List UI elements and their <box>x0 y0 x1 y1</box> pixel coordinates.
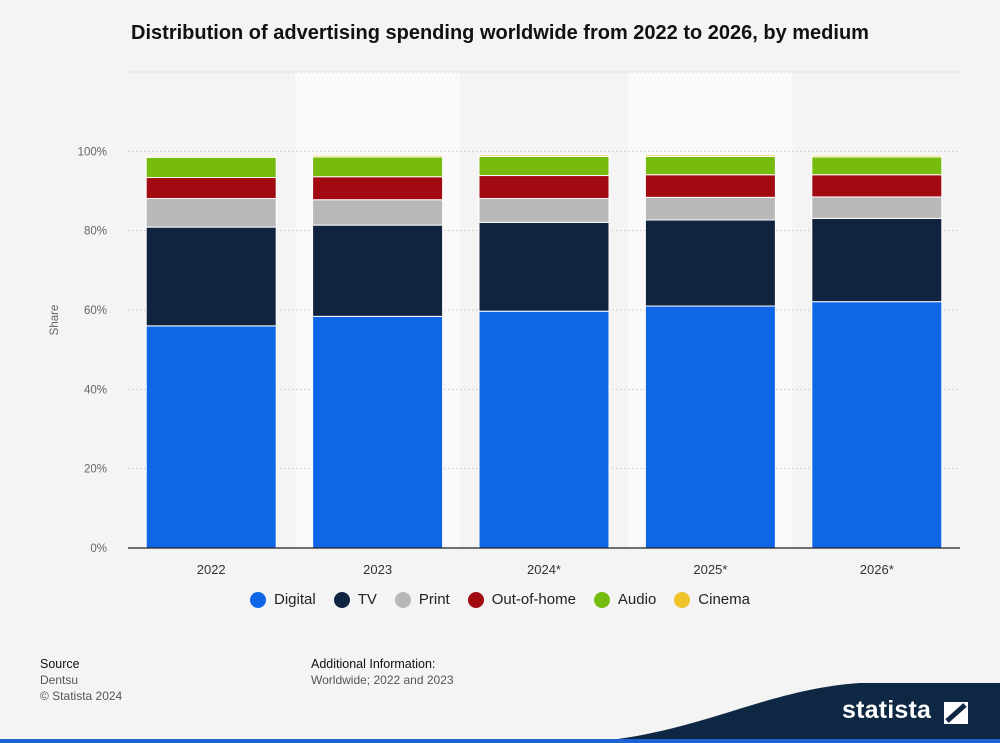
bar-segment-tv[interactable] <box>478 221 610 312</box>
bar-segment-cinema[interactable] <box>145 155 277 158</box>
bar-segment-digital[interactable] <box>644 305 776 549</box>
info-text: Worldwide; 2022 and 2023 <box>311 673 454 687</box>
info-heading: Additional Information: <box>311 657 436 671</box>
bar-segment-digital[interactable] <box>145 325 277 549</box>
legend-item-print[interactable]: Print <box>394 591 450 608</box>
copyright: © Statista 2024 <box>40 689 123 703</box>
bar-segment-cinema[interactable] <box>811 154 943 158</box>
legend-label: Print <box>418 591 450 608</box>
chart-title: Distribution of advertising spending wor… <box>131 22 869 44</box>
stacked-bar-chart: 0% 20% 40% 60% 80% 100% Share 2022 2023 2024* 2025… <box>49 71 960 577</box>
legend-swatch <box>467 591 484 608</box>
legend-label: Audio <box>617 591 657 608</box>
bar-segment-digital[interactable] <box>312 315 444 549</box>
y-tick-label: 20% <box>84 464 107 476</box>
y-tick-label: 80% <box>84 226 107 238</box>
x-tick-label: 2022 <box>197 562 226 577</box>
bar-segment-cinema[interactable] <box>312 154 444 158</box>
legend-swatch <box>250 591 267 608</box>
legend-item-tv[interactable]: TV <box>333 591 377 608</box>
x-tick-label: 2026* <box>860 562 894 577</box>
legend-swatch <box>333 591 350 608</box>
bar-segment-tv[interactable] <box>644 219 776 307</box>
legend-item-audio[interactable]: Audio <box>593 591 657 608</box>
bar-segment-print[interactable] <box>145 198 277 228</box>
legend-label: Cinema <box>698 591 750 608</box>
y-tick-label: 60% <box>84 305 107 317</box>
legend-label: Out-of-home <box>491 591 576 608</box>
statista-logo[interactable]: statista <box>842 696 932 724</box>
additional-info-block: Additional Information: Worldwide; 2022 … <box>311 656 454 688</box>
legend-label: TV <box>357 591 377 608</box>
chart-legend: Digital TV Print Out-of-home Audio Cinema <box>0 591 1000 608</box>
x-tick-label: 2024* <box>527 562 561 577</box>
bar-segment-tv[interactable] <box>145 226 277 327</box>
legend-item-cinema[interactable]: Cinema <box>674 591 750 608</box>
y-tick-label: 0% <box>90 543 107 555</box>
x-tick-label: 2025* <box>693 562 727 577</box>
bar-segment-cinema[interactable] <box>478 154 610 157</box>
y-tick-label: 100% <box>78 146 107 158</box>
source-block: Source Dentsu © Statista 2024 <box>40 656 122 704</box>
y-tick-label: 40% <box>84 384 107 396</box>
legend-item-out-of-home[interactable]: Out-of-home <box>467 591 576 608</box>
source-name[interactable]: Dentsu <box>40 673 79 687</box>
y-axis-label: Share <box>49 305 61 336</box>
bar-segment-cinema[interactable] <box>644 154 776 157</box>
statista-logo-icon <box>944 702 968 724</box>
x-tick-label: 2023 <box>363 562 392 577</box>
source-heading: Source <box>40 657 80 671</box>
legend-swatch <box>593 591 610 608</box>
legend-item-digital[interactable]: Digital <box>250 591 316 608</box>
legend-label: Digital <box>274 591 316 608</box>
legend-swatch <box>674 591 691 608</box>
bar-segment-digital[interactable] <box>811 301 943 549</box>
bar-segment-tv[interactable] <box>312 224 444 317</box>
legend-swatch <box>394 591 411 608</box>
bar-segment-tv[interactable] <box>811 217 943 303</box>
bar-segment-digital[interactable] <box>478 310 610 549</box>
